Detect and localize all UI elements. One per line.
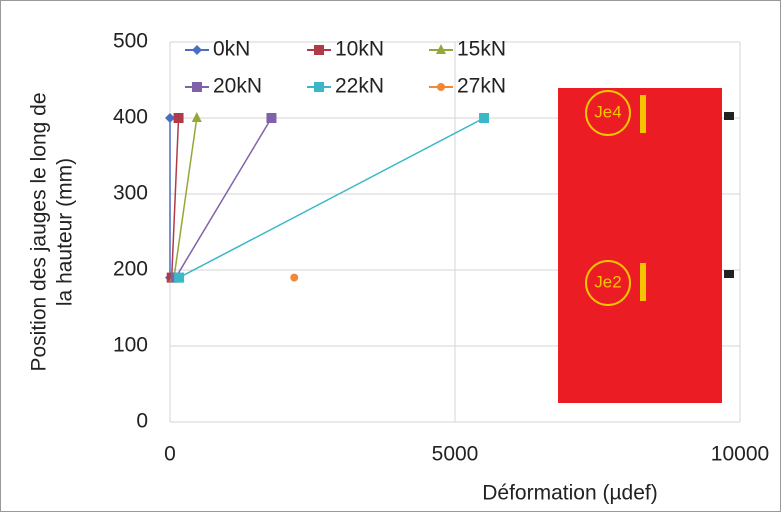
series-line: [173, 117, 198, 278]
specimen: [558, 88, 722, 403]
x-tick-label: 5000: [432, 443, 479, 466]
data-point: [479, 113, 490, 123]
gauge-label: Je4: [594, 102, 621, 121]
data-point: [174, 272, 185, 283]
legend-marker: [192, 82, 202, 92]
legend-label: 27kN: [457, 75, 506, 98]
y-axis-label: Position des jauges le long de: [28, 92, 51, 371]
gauge-circle: [585, 90, 631, 136]
legend-marker: [437, 83, 445, 91]
y-axis-label: la hauteur (mm): [54, 158, 77, 306]
legend-label: 10kN: [335, 38, 384, 61]
y-tick-label: 400: [113, 106, 148, 129]
x-tick-label: 10000: [711, 443, 769, 466]
marker-tab: [724, 112, 734, 120]
inset-diagram: Je4 Je2: [558, 88, 734, 403]
gauge-circle: [585, 260, 631, 306]
y-tick-label: 500: [113, 30, 148, 53]
series-line: [178, 117, 485, 279]
gauge-label: Je2: [594, 272, 621, 291]
data-point: [266, 113, 277, 123]
legend-marker: [314, 82, 324, 92]
legend-marker: [314, 45, 324, 55]
series-line: [175, 117, 273, 278]
x-axis-label: Déformation (µdef): [482, 482, 658, 505]
data-point: [173, 113, 184, 123]
y-tick-label: 300: [113, 182, 148, 205]
y-tick-label: 100: [113, 334, 148, 357]
marker-tab: [724, 270, 734, 278]
series-line: [170, 117, 180, 278]
legend-marker: [436, 44, 446, 54]
data-point: [191, 112, 202, 122]
data-point: [165, 113, 175, 123]
legend-label: 20kN: [213, 75, 262, 98]
x-tick-label: 0: [164, 443, 176, 466]
legend-label: 22kN: [335, 75, 384, 98]
legend-label: 0kN: [213, 38, 250, 61]
data-point: [290, 273, 299, 282]
y-tick-label: 0: [136, 410, 148, 433]
gauge: [640, 95, 646, 133]
legend-marker: [192, 45, 202, 55]
legend-label: 15kN: [457, 38, 506, 61]
y-tick-label: 200: [113, 258, 148, 281]
gauge: [640, 263, 646, 301]
